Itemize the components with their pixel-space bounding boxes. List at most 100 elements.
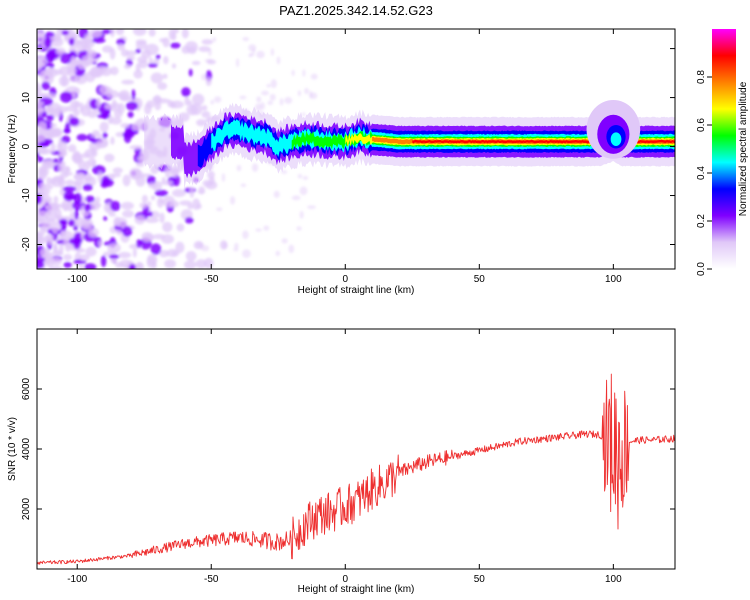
spectrogram-noise-blob xyxy=(201,111,211,118)
colorbar-tick-label: 0.2 xyxy=(696,214,707,228)
spectrogram-noise-blob xyxy=(187,100,193,106)
colorbar-tick-label: 0.8 xyxy=(696,70,707,84)
spectrogram-noise-blob xyxy=(136,239,142,248)
spectrogram-noise-blob xyxy=(192,93,205,106)
spectrogram-noise-blob xyxy=(198,46,211,52)
spectrogram-frame xyxy=(36,28,676,270)
spectrogram-noise-blob xyxy=(150,243,162,255)
spectrogram-noise-blob xyxy=(62,225,67,232)
spectrogram-noise-blob xyxy=(123,64,131,70)
spectrogram-noise-blob xyxy=(63,190,75,202)
spectrogram-noise-blob xyxy=(181,87,191,97)
spectrogram-noise-blob xyxy=(38,166,47,174)
spectrogram-noise-blob xyxy=(150,195,156,201)
spectrogram-noise-blob xyxy=(99,121,109,133)
snr-xtick-label: -50 xyxy=(204,574,219,585)
spectrogram-noise-blob xyxy=(104,153,115,163)
spectrogram-noise-blob xyxy=(118,251,132,259)
spectrogram-noise-blob xyxy=(233,247,239,252)
spectrogram-noise-blob xyxy=(147,63,158,68)
spectrogram-noise-blob xyxy=(52,242,58,254)
spectrogram-noise-blob xyxy=(71,153,82,163)
spectrogram-noise-blob xyxy=(37,87,43,94)
spectrogram-noise-blob xyxy=(260,102,266,110)
spectrogram-noise-blob xyxy=(85,176,93,182)
spectrogram-noise-blob xyxy=(172,189,186,198)
spectrogram-noise-blob xyxy=(75,39,83,46)
spectrogram-noise-blob xyxy=(184,217,194,224)
spectrogram-noise-blob xyxy=(291,69,295,77)
spectrogram-noise-blob xyxy=(79,102,84,113)
spectrogram-noise-blob xyxy=(147,182,158,189)
spectrogram-noise-blob xyxy=(74,179,85,186)
spectrogram-noise-blob xyxy=(135,39,147,45)
spectrogram-noise-blob xyxy=(183,260,197,269)
spectrogram-noise-blob xyxy=(187,46,197,55)
spectrogram-noise-blob xyxy=(120,123,130,129)
spectrogram-noise-blob xyxy=(135,262,145,269)
spectrogram-noise-blobs xyxy=(37,29,320,269)
figure-title: PAZ1.2025.342.14.52.G23 xyxy=(279,3,433,18)
spectrogram-noise-blob xyxy=(171,32,177,41)
spectrogram-noise-blob xyxy=(160,180,174,186)
colorbar-ticks: 0.0 0.2 0.4 0.6 0.8 xyxy=(696,70,712,276)
spectrogram-noise-blob xyxy=(291,195,301,201)
spectrogram-noise-blob xyxy=(51,176,62,188)
spectrogram-noise-blob xyxy=(37,35,40,46)
spectrogram-noise-blob xyxy=(45,203,58,211)
spectrogram-noise-blob xyxy=(73,108,80,117)
spectrogram-noise-blob xyxy=(297,173,303,179)
spectrogram-noise-blob xyxy=(66,62,74,73)
spectrogram-noise-blob xyxy=(111,258,117,264)
spectrogram-noise-blob xyxy=(166,249,180,258)
spectrogram-noise-blob xyxy=(236,164,242,172)
spectrogram-noise-blob xyxy=(62,185,77,193)
spectrogram-noise-blob xyxy=(145,217,159,224)
spectrogram-noise-blob xyxy=(242,249,251,258)
spectrogram-noise-blob xyxy=(50,123,57,128)
spectrogram-noise-blob xyxy=(302,112,306,117)
snr-ytick-label: 2000 xyxy=(21,497,32,520)
spectrogram-ytick-label: 0 xyxy=(21,143,32,149)
spectrogram-noise-blob xyxy=(154,189,168,197)
spectrogram-noise-blob xyxy=(100,66,113,77)
spectrogram-noise-blob xyxy=(37,31,46,39)
spectrogram-noise-blob xyxy=(53,195,59,204)
spectrogram-xtick-label: -100 xyxy=(67,274,87,285)
spectrogram-noise-blob xyxy=(96,97,101,109)
spectrogram-noise-blob xyxy=(116,92,128,98)
spectrogram-noise-blob xyxy=(110,200,121,212)
snr-xtick-label: 100 xyxy=(605,574,622,585)
snr-ylabel: SNR (10 * v/v) xyxy=(7,417,18,481)
spectrogram-noise-blob xyxy=(37,100,44,107)
spectrogram-noise-blob xyxy=(79,264,85,269)
spectrogram-noise-blob xyxy=(53,158,59,163)
spectrogram-noise-blob xyxy=(173,174,180,187)
spectrogram-noise-blob xyxy=(125,101,138,111)
spectrogram-noise-blob xyxy=(58,219,68,225)
spectrogram-noise-blob xyxy=(37,132,46,144)
spectrogram-noise-blob xyxy=(162,195,175,208)
spectrogram-noise-blob xyxy=(121,79,135,85)
spectrogram-noise-blob xyxy=(141,231,154,242)
spectrogram-noise-blob xyxy=(122,210,135,218)
spectrogram-noise-blob xyxy=(176,223,185,232)
spectrogram-noise-blob xyxy=(73,238,81,250)
spectrogram-noise-blob xyxy=(307,205,316,209)
spectrogram-noise-blob xyxy=(132,248,137,258)
spectrogram-noise-blob xyxy=(164,259,177,269)
spectrogram-noise-blob xyxy=(91,160,96,167)
spectrogram-noise-blob xyxy=(119,259,133,268)
spectrogram-noise-blob xyxy=(39,248,49,257)
spectrogram-noise-blob xyxy=(37,121,47,134)
colorbar-tick-label: 0.0 xyxy=(696,262,707,276)
spectrogram-noise-blob xyxy=(61,198,72,211)
spectrogram-noise-blob xyxy=(68,32,74,39)
spectrogram-noise-blob xyxy=(58,161,65,173)
spectrogram-noise-blob xyxy=(204,58,214,63)
spectrogram-noise-blob xyxy=(261,90,269,96)
snr-xlabel: Height of straight line (km) xyxy=(298,584,415,595)
spectrogram-noise-blob xyxy=(75,248,86,253)
